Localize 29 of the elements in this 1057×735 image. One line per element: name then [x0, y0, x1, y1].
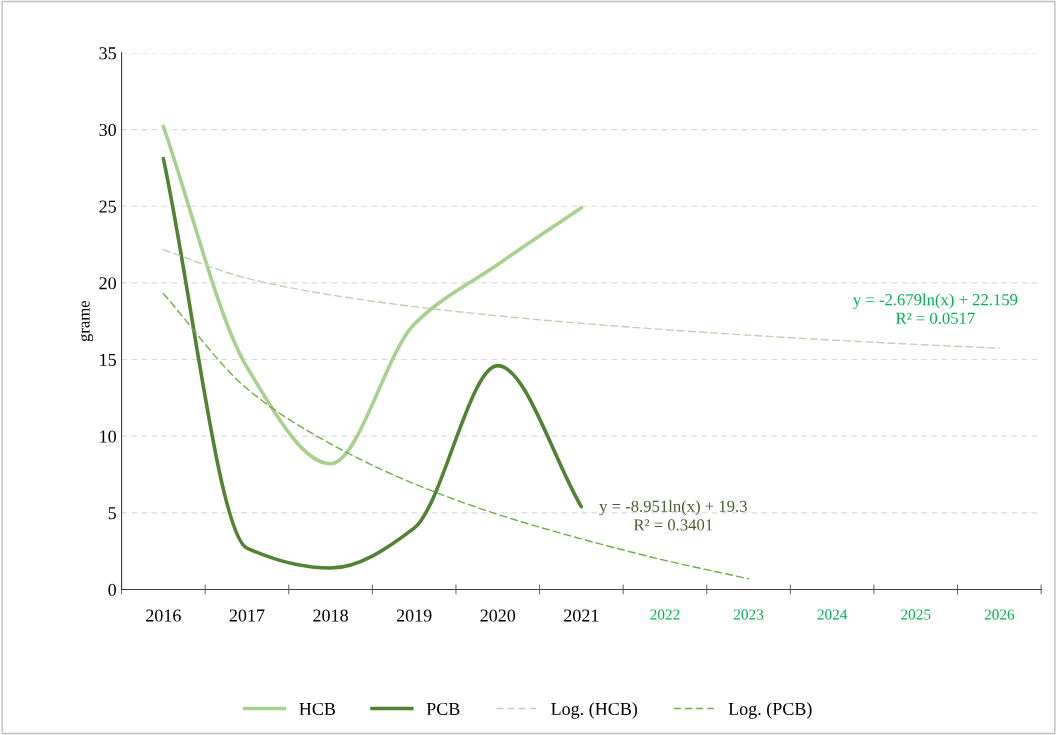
y-tick-label: 20 [99, 277, 117, 290]
x-tick-label: 2019 [396, 609, 432, 622]
x-tick-label: 2025 [901, 609, 931, 620]
legend-label: PCB [426, 702, 460, 716]
legend-label: Log. (HCB) [551, 702, 638, 719]
x-tick-label: 2020 [480, 609, 516, 622]
legend-label: HCB [299, 702, 336, 716]
line-series [162, 292, 750, 580]
y-tick-label: 0 [108, 583, 117, 596]
legend-label: Log. (PCB) [728, 702, 812, 719]
line-series [161, 156, 584, 570]
x-tick-label: 2017 [229, 609, 265, 622]
line-series [161, 124, 584, 466]
y-tick-label: 25 [99, 200, 116, 213]
y-tick-label: 30 [99, 123, 117, 137]
x-tick-label: 2021 [564, 609, 599, 622]
x-tick-label: 2018 [313, 609, 348, 622]
x-tick-label: 2024 [817, 609, 848, 620]
x-tick-label: 2026 [984, 609, 1015, 620]
annotation: y = -2.679ln(x) + 22.159 R² = 0.0517 [853, 293, 1018, 325]
x-tick-label: 2022 [650, 609, 680, 620]
y-tick-label: 10 [100, 430, 117, 443]
x-tick-label: 2016 [146, 609, 181, 622]
y-axis-title: grame [80, 300, 94, 342]
y-tick-label: 15 [100, 353, 116, 366]
y-tick-label: 5 [108, 507, 116, 520]
annotation: y = -8.951ln(x) + 19.3 R² = 0.3401 [599, 500, 747, 531]
y-tick-label: 35 [99, 47, 116, 60]
x-tick-label: 2023 [733, 609, 764, 620]
